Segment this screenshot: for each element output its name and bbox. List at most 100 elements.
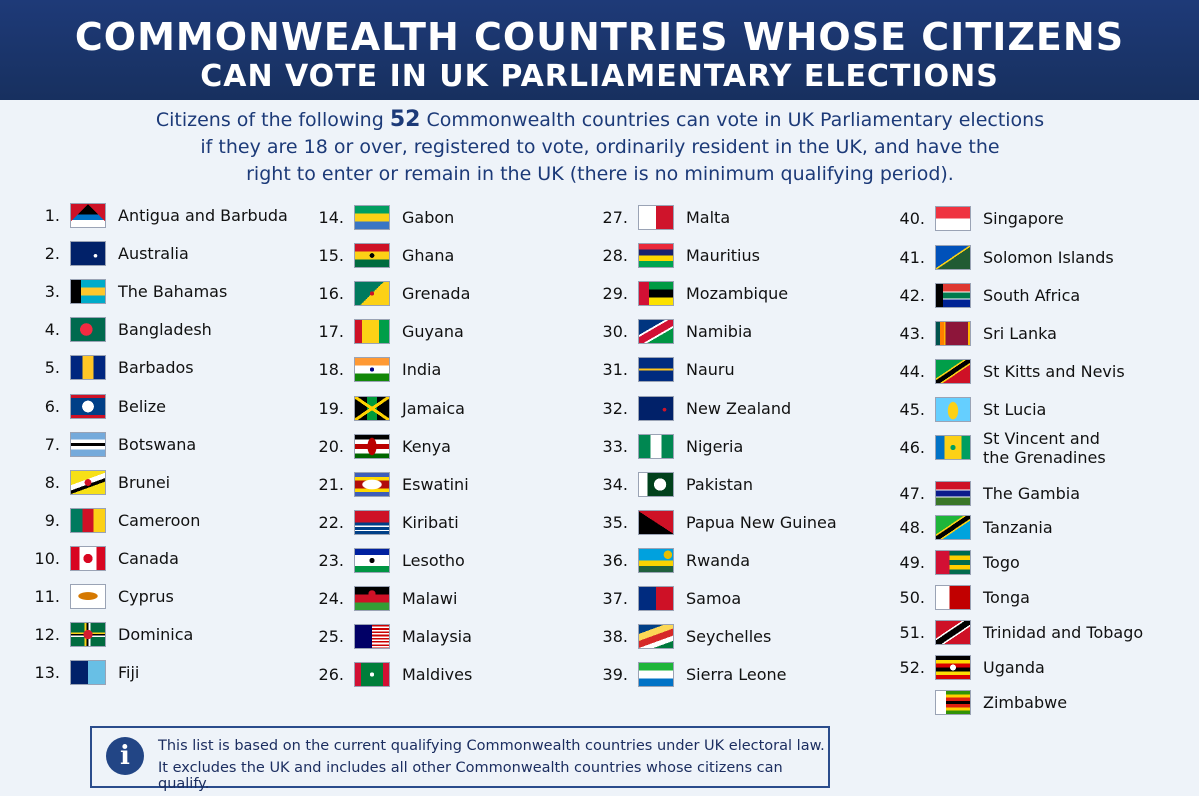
country-name: Brunei bbox=[118, 473, 170, 492]
country-item: Zimbabwe bbox=[865, 686, 1155, 718]
country-number: 2. bbox=[44, 244, 60, 264]
country-name-line: Zimbabwe bbox=[983, 693, 1068, 712]
country-name: Eswatini bbox=[402, 475, 469, 494]
country-item: 40. Singapore bbox=[865, 202, 1155, 234]
country-number: 43. bbox=[899, 324, 925, 343]
country-name: Malta bbox=[686, 208, 730, 227]
mauritius-flag bbox=[638, 243, 674, 269]
dominica-flag bbox=[70, 622, 106, 648]
pakistan-flag bbox=[638, 471, 674, 497]
sri-lanka-flag bbox=[935, 321, 971, 346]
country-name: Zimbabwe bbox=[983, 693, 1067, 712]
jamaica-flag bbox=[354, 395, 390, 421]
maldives-flag bbox=[354, 662, 390, 688]
intro-line-3: right to enter or remain in the UK (ther… bbox=[246, 163, 954, 185]
country-name: The Bahamas bbox=[118, 282, 227, 301]
country-number: 46. bbox=[899, 438, 925, 457]
country-item: 24. Malawi bbox=[284, 582, 574, 614]
country-name-line: The Gambia bbox=[983, 484, 1081, 503]
sierra-leone-flag bbox=[638, 662, 674, 688]
country-item: 43. Sri Lanka bbox=[865, 317, 1155, 349]
country-name-line: Guyana bbox=[402, 322, 464, 342]
country-item: 12. Dominica bbox=[0, 618, 290, 650]
gabon-flag bbox=[354, 205, 390, 230]
country-name: Tanzania bbox=[983, 518, 1053, 537]
country-name-line: Malawi bbox=[402, 589, 458, 608]
country-number: 18. bbox=[318, 360, 344, 380]
country-name: India bbox=[402, 360, 441, 379]
country-name-line: Cyprus bbox=[118, 587, 174, 606]
country-name: Papua New Guinea bbox=[686, 513, 837, 532]
country-name: Tonga bbox=[983, 588, 1030, 607]
country-name: Kenya bbox=[402, 437, 451, 456]
country-name-line: Sierra Leone bbox=[686, 665, 787, 685]
gambia-flag bbox=[935, 481, 971, 506]
country-name-line: Tanzania bbox=[983, 518, 1053, 537]
barbados-flag bbox=[70, 355, 106, 381]
rwanda-flag bbox=[638, 547, 674, 573]
country-name-line: Malaysia bbox=[402, 627, 472, 647]
country-item: 35. Papua New Guinea bbox=[568, 506, 858, 538]
country-name-line: Lesotho bbox=[402, 550, 465, 570]
country-name-line: Solomon Islands bbox=[983, 248, 1114, 267]
country-number: 42. bbox=[899, 286, 925, 305]
country-item: 48. Tanzania bbox=[865, 511, 1155, 543]
country-name: South Africa bbox=[983, 286, 1080, 305]
country-number: 19. bbox=[318, 398, 344, 418]
country-number: 8. bbox=[44, 472, 60, 492]
country-name-line: Rwanda bbox=[686, 550, 751, 570]
malta-flag bbox=[638, 205, 674, 230]
country-item: 25. Malaysia bbox=[284, 620, 574, 652]
country-item: 28. Mauritius bbox=[568, 239, 858, 271]
country-name-line: Fiji bbox=[118, 663, 140, 683]
country-name: Rwanda bbox=[686, 551, 750, 570]
bangladesh-flag bbox=[70, 317, 106, 343]
note-line-1: This list is based on the current qualif… bbox=[158, 738, 825, 754]
title-line-2: CAN VOTE IN UK PARLIAMENTARY ELECTIONS bbox=[200, 59, 999, 94]
country-item: 27. Malta bbox=[568, 201, 858, 233]
country-number: 40. bbox=[899, 209, 925, 228]
country-item: 11. Cyprus bbox=[0, 580, 290, 612]
country-name: Singapore bbox=[983, 209, 1064, 228]
country-item: 23. Lesotho bbox=[284, 544, 574, 576]
brunei-flag bbox=[70, 469, 106, 495]
country-number: 14. bbox=[318, 208, 344, 227]
country-number: 11. bbox=[34, 587, 60, 606]
country-name-line: Australia bbox=[118, 244, 189, 264]
country-name-line: Mauritius bbox=[686, 246, 760, 266]
country-number: 24. bbox=[318, 589, 344, 608]
country-name-line: New Zealand bbox=[686, 398, 792, 418]
belize-flag bbox=[70, 393, 106, 419]
nigeria-flag bbox=[638, 433, 674, 459]
country-item: 38. Seychelles bbox=[568, 620, 858, 652]
antigua-barbuda-flag bbox=[70, 203, 106, 228]
country-item: 42. South Africa bbox=[865, 279, 1155, 311]
country-name-line: Nauru bbox=[686, 360, 735, 380]
intro-before: Citizens of the following bbox=[155, 109, 390, 131]
country-item: 16. Grenada bbox=[284, 277, 574, 309]
title-line-1: COMMONWEALTH COUNTRIES WHOSE CITIZENS bbox=[74, 15, 1125, 59]
country-item: 31. Nauru bbox=[568, 353, 858, 385]
st-vincent-grenadines-flag bbox=[935, 435, 971, 460]
country-name: Mauritius bbox=[686, 246, 760, 265]
country-name-line: Brunei bbox=[118, 472, 171, 492]
country-item: 13. Fiji bbox=[0, 656, 290, 688]
country-number: 41. bbox=[899, 248, 925, 267]
country-item: 36. Rwanda bbox=[568, 544, 858, 576]
country-name: Malawi bbox=[402, 589, 457, 608]
singapore-flag bbox=[935, 206, 971, 231]
intro-line-2: if they are 18 or over, registered to vo… bbox=[200, 136, 1000, 158]
country-item: 21. Eswatini bbox=[284, 468, 574, 500]
country-name: Australia bbox=[118, 244, 189, 263]
country-item: 34. Pakistan bbox=[568, 468, 858, 500]
papua-new-guinea-flag bbox=[638, 509, 674, 535]
intro-text: Citizens of the following 52 Commonwealt… bbox=[100, 106, 1100, 188]
country-number: 30. bbox=[602, 322, 628, 342]
botswana-flag bbox=[70, 431, 106, 457]
country-name: Bangladesh bbox=[118, 320, 212, 339]
intro-line1-after: Commonwealth countries can vote in UK Pa… bbox=[420, 109, 1045, 131]
country-number: 33. bbox=[602, 436, 628, 456]
solomon-islands-flag bbox=[935, 245, 971, 270]
country-name: Seychelles bbox=[686, 627, 771, 646]
country-name: Cyprus bbox=[118, 587, 174, 606]
